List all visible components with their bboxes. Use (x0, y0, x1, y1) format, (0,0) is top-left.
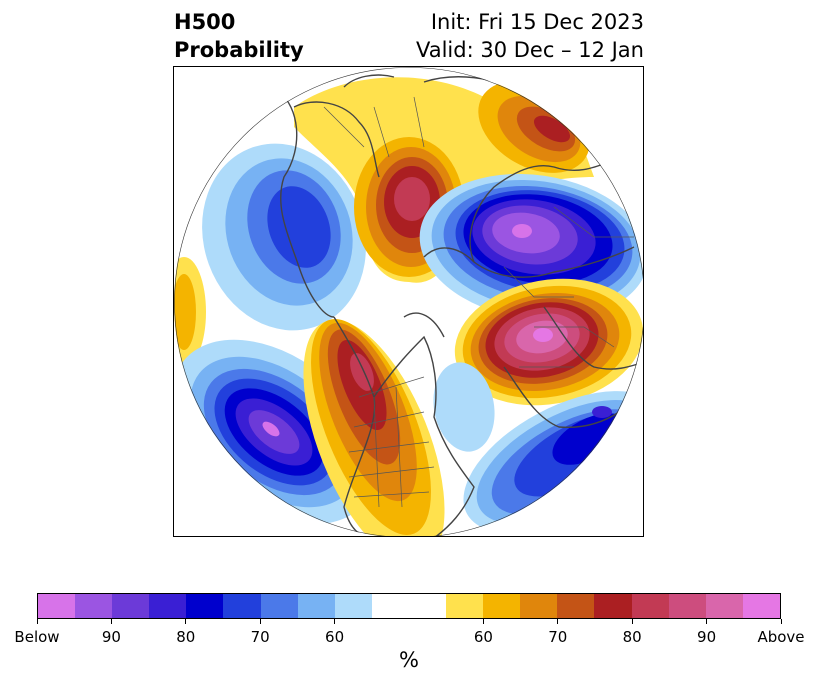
colorbar-tick-mark (185, 619, 187, 624)
colorbar-tick-label: 70 (250, 628, 270, 646)
colorbar-tick-mark (482, 619, 484, 624)
colorbar-swatch (260, 594, 298, 618)
colorbar-tick-mark (110, 619, 112, 624)
map-panel (173, 66, 644, 537)
colorbar-tick-label: 80 (622, 628, 642, 646)
title-left: H500 Probability (174, 10, 304, 62)
colorbar-swatch (112, 594, 150, 618)
colorbar-swatch (705, 594, 743, 618)
colorbar-tick-label: 90 (101, 628, 121, 646)
title-right: Init: Fri 15 Dec 2023 Valid: 30 Dec – 12… (415, 10, 644, 62)
colorbar-tick-mark (706, 619, 708, 624)
colorbar-tick-label: 60 (325, 628, 345, 646)
colorbar-swatch (75, 594, 113, 618)
anomaly-below-west (202, 143, 366, 331)
colorbar-swatch (520, 594, 558, 618)
colorbar-swatch (594, 594, 632, 618)
coastlines (278, 74, 643, 536)
colorbar-tick-label: 70 (548, 628, 568, 646)
colorbar-tick-mark (557, 619, 559, 624)
colorbar-swatch (334, 594, 372, 618)
colorbar (37, 593, 781, 619)
colorbar-tick-mark (780, 619, 782, 624)
colorbar-swatch (408, 594, 447, 618)
colorbar-swatch (371, 594, 409, 618)
colorbar-tick-label: Above (757, 628, 805, 646)
colorbar-swatch (668, 594, 706, 618)
anomaly-above-europe (454, 278, 643, 406)
colorbar-tick-label: 90 (697, 628, 717, 646)
colorbar-swatch (186, 594, 224, 618)
colorbar-tick-mark (259, 619, 261, 624)
colorbar-tick-mark (334, 619, 336, 624)
colorbar-swatch (483, 594, 521, 618)
probability-map (174, 67, 643, 536)
colorbar-tick-label: 80 (176, 628, 196, 646)
colorbar-tick-label: Below (14, 628, 60, 646)
colorbar-tick-label: 60 (473, 628, 493, 646)
colorbar-tick-mark (631, 619, 633, 624)
colorbar-swatch (446, 594, 484, 618)
colorbar-swatch (557, 594, 595, 618)
colorbar-swatch (631, 594, 669, 618)
colorbar-swatch (38, 594, 76, 618)
colorbar-swatch (297, 594, 335, 618)
colorbar-swatch (223, 594, 261, 618)
colorbar-unit: % (399, 648, 419, 672)
colorbar-tick-mark (36, 619, 38, 624)
colorbar-swatch (742, 594, 780, 618)
colorbar-swatch (149, 594, 187, 618)
